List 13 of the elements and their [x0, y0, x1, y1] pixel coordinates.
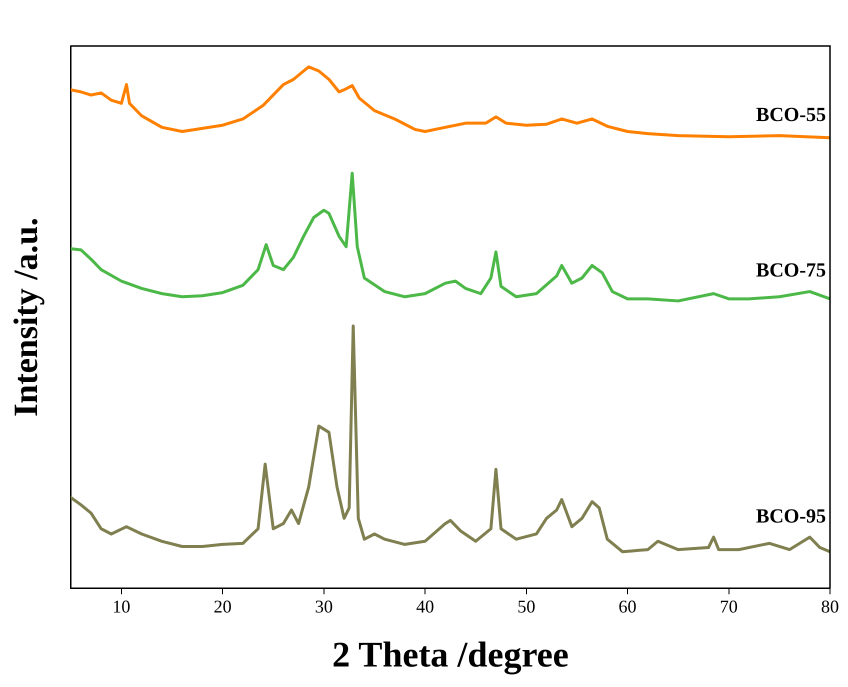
x-axis-title: 2 Theta /degree: [332, 634, 569, 675]
series-label: BCO-55: [756, 104, 826, 126]
series-label: BCO-75: [756, 260, 826, 282]
x-tick-label: 20: [214, 596, 232, 617]
x-tick-label: 10: [112, 596, 130, 617]
y-axis-title: Intensity /a.u.: [8, 217, 46, 417]
x-tick-label: 60: [618, 596, 637, 617]
series-label: BCO-95: [756, 505, 826, 528]
x-tick-label: 70: [720, 596, 738, 617]
x-tick-label: 50: [517, 596, 536, 617]
x-tick-label: 30: [314, 596, 333, 617]
x-tick-label: 40: [416, 596, 434, 617]
x-tick-label: 80: [821, 596, 839, 617]
